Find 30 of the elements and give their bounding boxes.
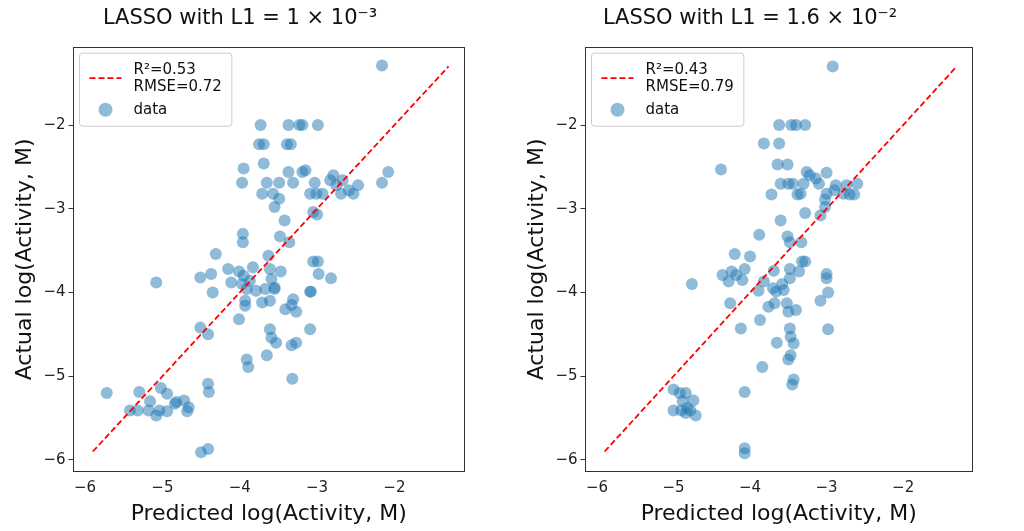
x-axis-title: Predicted log(Activity, M) [640,499,917,525]
y-tick-label: −2 [555,114,578,133]
x-tick-label: −6 [585,478,609,497]
legend-label: R²=0.43 RMSE=0.79 [645,59,734,95]
y-tick-label: −2 [43,114,66,133]
y-tick-label: −4 [555,282,578,301]
x-tick-label: −3 [815,478,838,497]
chart-title: LASSO with L1 = 1 × 10⁻³ [102,5,378,30]
x-axis-title: Predicted log(Activity, M) [130,499,407,525]
x-tick-label: −2 [892,478,915,497]
x-tick-label: −6 [74,478,97,497]
x-tick-label: −4 [228,478,251,497]
x-tick-label: −5 [151,478,174,497]
x-tick-label: −3 [306,478,329,497]
y-tick-label: −5 [43,366,66,385]
x-tick-label: −4 [738,478,762,497]
chart-title: LASSO with L1 = 1.6 × 10⁻² [602,5,898,30]
legend-label: data [133,99,168,118]
y-tick-label: −3 [555,198,578,217]
y-tick-label: −6 [555,449,578,468]
y-axis-title: Actual log(Activity, M) [522,138,548,381]
y-axis-title: Actual log(Activity, M) [10,138,36,381]
y-tick-label: −5 [555,366,578,385]
x-tick-label: −2 [383,478,406,497]
y-tick-label: −6 [43,449,66,468]
legend-label: R²=0.53 RMSE=0.72 [133,59,222,95]
legend-label: data [645,99,680,118]
y-tick-label: −4 [43,282,66,301]
x-tick-label: −5 [662,478,685,497]
y-tick-label: −3 [43,198,66,217]
